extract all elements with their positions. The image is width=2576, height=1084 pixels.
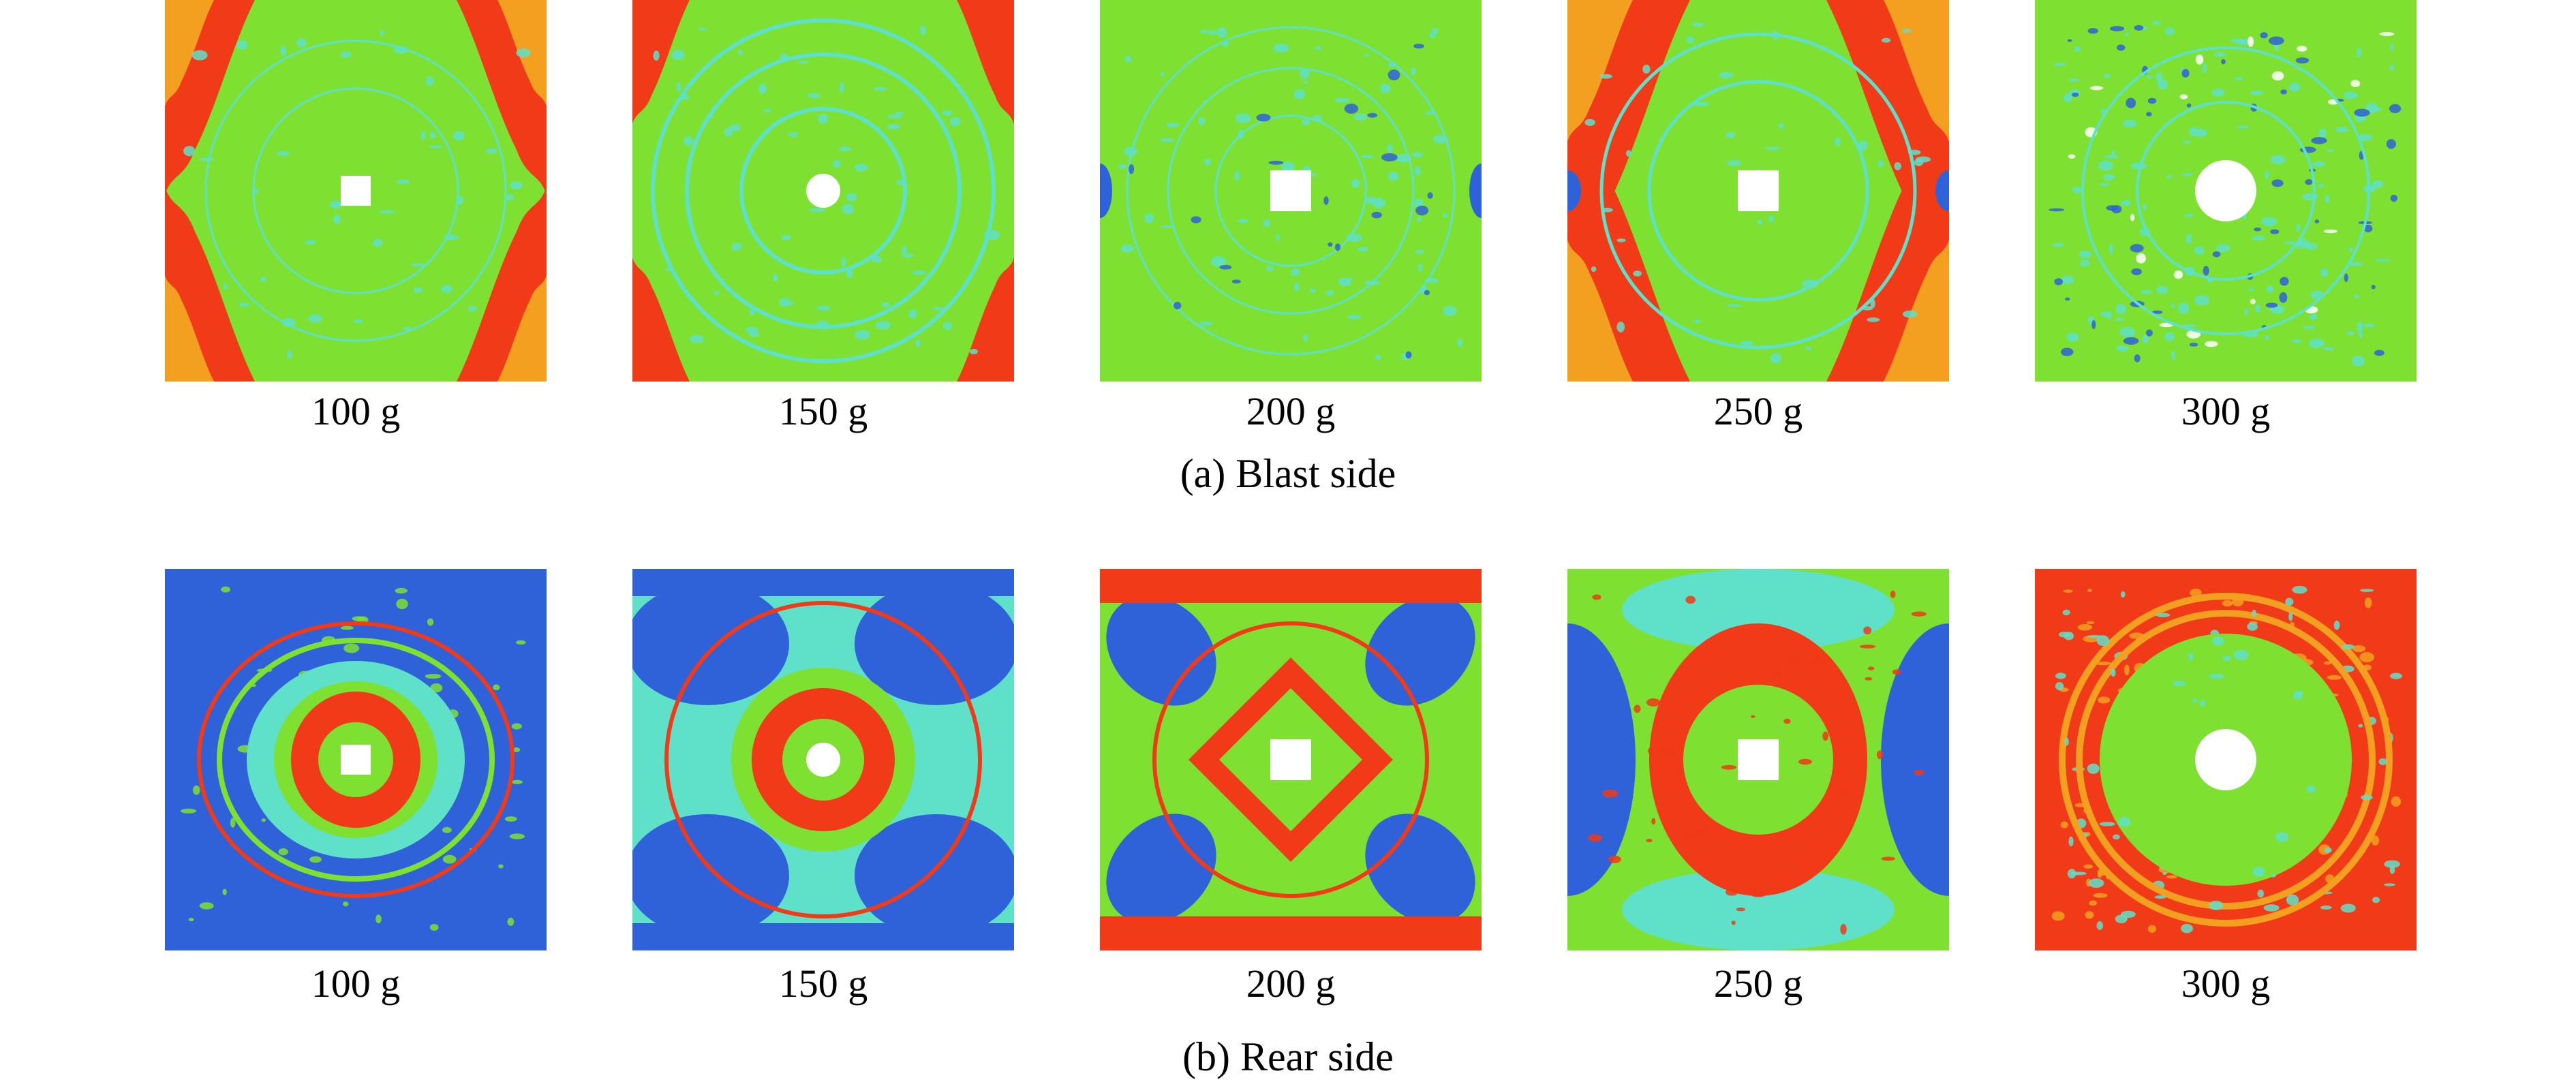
rear-100g-label: 100 g	[311, 961, 401, 1006]
contour-svg	[2035, 569, 2417, 950]
blast-200g-label: 200 g	[1246, 389, 1336, 433]
blast-100g-contour	[165, 0, 547, 382]
rear-200g-contour	[1100, 569, 1482, 950]
contour-svg	[165, 0, 547, 382]
contour-svg	[1567, 0, 1949, 382]
contour-svg	[1100, 569, 1482, 950]
blast-150g-contour	[632, 0, 1014, 382]
rear-100g-contour	[165, 569, 547, 950]
contour-svg	[632, 0, 1014, 382]
blast-300g-label: 300 g	[2181, 389, 2271, 433]
rear-side-caption: (b) Rear side	[1182, 1034, 1394, 1079]
rear-300g-label: 300 g	[2181, 961, 2271, 1006]
rear-250g-contour	[1567, 569, 1949, 950]
blast-100g-label: 100 g	[311, 389, 401, 433]
blast-250g-contour	[1567, 0, 1949, 382]
blast-200g-contour	[1100, 0, 1482, 382]
blast-side-row: 100 g 150 g 200 g 250 g 300 g	[0, 0, 2576, 491]
rear-300g-contour	[2035, 569, 2417, 950]
rear-250g-label: 250 g	[1713, 961, 1803, 1006]
contour-svg	[165, 569, 547, 950]
contour-svg	[1100, 0, 1482, 382]
contour-svg	[1567, 569, 1949, 950]
rear-200g-label: 200 g	[1246, 961, 1336, 1006]
blast-150g-label: 150 g	[778, 389, 868, 433]
blast-250g-label: 250 g	[1713, 389, 1803, 433]
rear-150g-label: 150 g	[778, 961, 868, 1006]
contour-svg	[2035, 0, 2417, 382]
rear-150g-contour	[632, 569, 1014, 950]
blast-side-caption: (a) Blast side	[1180, 451, 1396, 496]
contour-svg	[632, 569, 1014, 950]
blast-300g-contour	[2035, 0, 2417, 382]
